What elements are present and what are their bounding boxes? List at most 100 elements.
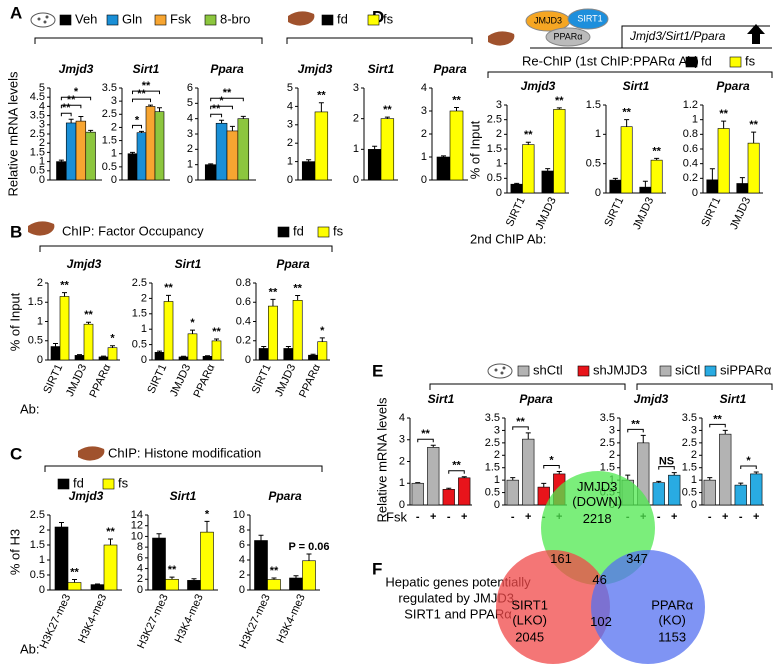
y-tick-label: 8 — [239, 524, 245, 536]
legend-swatch — [57, 478, 70, 490]
error-bar — [671, 472, 677, 476]
significance: NS — [659, 456, 674, 468]
venn-set-label: JMJD3 — [577, 479, 617, 494]
error-bar — [240, 115, 246, 119]
x-tick-label: H3K27-me3 — [38, 592, 74, 650]
y-tick-label: 0.6 — [236, 296, 251, 308]
y-tick-label: 0 — [421, 174, 427, 186]
bar — [90, 584, 105, 591]
error-bar — [751, 131, 757, 144]
venn-overlap-count: 161 — [550, 551, 572, 566]
panel-letter: A — [10, 3, 22, 22]
significance-bracket — [132, 98, 151, 103]
legend-swatch — [106, 14, 119, 26]
bar — [380, 118, 395, 181]
y-tick-label: 2.5 — [485, 437, 500, 449]
error-bar — [214, 338, 219, 341]
panel-heading: ChIP: Histone modification — [108, 445, 261, 460]
y-tick-label: 0 — [353, 174, 359, 186]
y-tick-label: 0 — [37, 354, 43, 366]
error-bar — [271, 577, 277, 580]
significance: * — [320, 325, 325, 337]
section-brackets — [34, 37, 773, 472]
y-tick-label: 0 — [187, 174, 193, 186]
y-tick-label: 2 — [496, 128, 502, 140]
y-tick-label: 4 — [187, 113, 193, 125]
bar — [442, 489, 455, 506]
y-tick-label: 0.5 — [30, 569, 45, 581]
y-tick-label: 3.5 — [30, 110, 45, 122]
error-bar — [72, 579, 77, 583]
panel-letter: C — [10, 444, 22, 463]
error-bar — [709, 168, 715, 180]
bar — [367, 149, 382, 181]
error-bar — [722, 429, 728, 435]
error-bar — [78, 116, 84, 122]
error-bar — [270, 298, 276, 307]
chart-title: Ppara — [276, 257, 310, 271]
bar — [308, 354, 318, 361]
y-tick-label: 4 — [239, 554, 245, 566]
legend-swatch — [517, 365, 530, 377]
error-bar — [148, 104, 153, 107]
error-bar — [739, 177, 745, 184]
y-tick-label: 1 — [37, 315, 43, 327]
x-tick-label: JMJD3 — [64, 362, 89, 398]
y-tick-label: 2 — [421, 128, 427, 140]
bar — [74, 355, 85, 361]
x-tick-label: - — [657, 511, 661, 523]
y-tick-label: 0.5 — [682, 486, 697, 498]
y-tick-label: 2 — [39, 524, 45, 536]
legend-label: fd — [701, 53, 712, 68]
error-bar — [169, 576, 175, 580]
significance: ** — [60, 280, 69, 292]
y-tick-label: 0.5 — [102, 161, 117, 173]
x-tick-label: SIRT1 — [699, 195, 723, 228]
error-bar — [157, 350, 162, 353]
x-tick-label: - — [511, 511, 515, 523]
significance: ** — [70, 566, 79, 578]
error-bar — [205, 355, 210, 357]
significance: * — [746, 455, 751, 467]
bar — [136, 132, 147, 181]
y-tick-label: 5 — [287, 82, 293, 94]
bar — [204, 164, 217, 181]
x-tick-label: SIRT1 — [602, 195, 626, 228]
y-tick-label: 0.5 — [132, 339, 147, 351]
y-tick-label: 1 — [141, 323, 147, 335]
error-bar — [306, 159, 312, 162]
x-tick-label: + — [722, 511, 728, 523]
y-tick-label: 2 — [609, 449, 615, 461]
error-bar — [525, 141, 531, 145]
legend-label: siCtl — [675, 362, 700, 377]
venn-set — [496, 550, 610, 664]
y-tick-label: 0 — [111, 174, 117, 186]
significance: ** — [452, 94, 461, 106]
venn-set-count: 2218 — [583, 511, 612, 526]
bar — [289, 577, 303, 591]
legend-swatch — [277, 226, 290, 238]
y-tick-label: 3.5 — [102, 82, 117, 94]
chart-title: Jmjd3 — [521, 79, 556, 93]
error-bar — [556, 107, 562, 110]
error-bar — [258, 534, 264, 541]
error-bar — [415, 482, 421, 484]
y-tick-label: 2 — [691, 449, 697, 461]
x-tick-label: JMJD3 — [728, 195, 753, 231]
error-bar — [525, 432, 531, 440]
y-tick-label: 5 — [39, 82, 45, 94]
legend-swatch — [685, 56, 698, 68]
error-bar — [166, 294, 171, 302]
x-tick-label: H3K4-me3 — [76, 592, 109, 645]
y-tick-label: 3 — [187, 128, 193, 140]
y-tick-label: 3 — [287, 119, 293, 131]
significance-bracket — [417, 438, 434, 443]
bar — [717, 128, 730, 194]
bar — [215, 122, 228, 181]
y-tick-label: 2 — [287, 137, 293, 149]
panel-letter: E — [372, 361, 383, 380]
y-tick-label: 1 — [691, 474, 697, 486]
x-tick-label: H3K4-me3 — [173, 592, 206, 645]
venn-title: SIRT1 and PPARα — [404, 606, 512, 621]
y-tick-label: 0 — [494, 499, 500, 511]
